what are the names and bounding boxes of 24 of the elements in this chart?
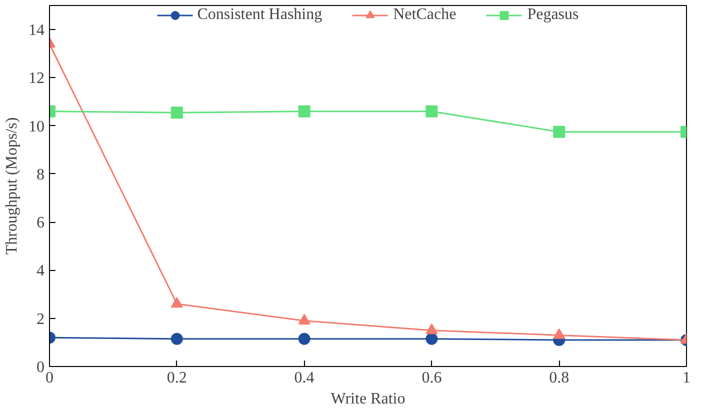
point bbox=[426, 332, 438, 345]
x-tick-label: 0.2 bbox=[166, 370, 187, 386]
point bbox=[298, 105, 310, 118]
x-tick-label: 1 bbox=[682, 370, 690, 386]
y-tick-label: 10 bbox=[28, 118, 44, 136]
x-tick-label: 0.8 bbox=[549, 370, 570, 386]
y-tick-label: 2 bbox=[36, 310, 44, 328]
legend-label: NetCache bbox=[393, 6, 456, 24]
y-tick-label: 0 bbox=[36, 359, 44, 376]
y-tick-label: 4 bbox=[36, 262, 44, 280]
legend-label: Pegasus bbox=[527, 6, 579, 24]
y-axis-title: Throughput (Mops/s) bbox=[4, 117, 20, 255]
legend-label: Consistent Hashing bbox=[197, 6, 322, 24]
y-tick-label: 8 bbox=[36, 166, 44, 184]
y-tick-label: 12 bbox=[28, 70, 44, 88]
y-tick-label: 6 bbox=[36, 214, 44, 232]
x-tick-label: 0.6 bbox=[422, 370, 442, 386]
point bbox=[298, 314, 310, 324]
point bbox=[298, 332, 310, 345]
y-tick-label: 14 bbox=[28, 22, 44, 40]
x-tick-label: 0.4 bbox=[294, 370, 314, 386]
x-axis-title: Write Ratio bbox=[330, 390, 406, 408]
point bbox=[426, 324, 438, 334]
point bbox=[426, 105, 438, 118]
